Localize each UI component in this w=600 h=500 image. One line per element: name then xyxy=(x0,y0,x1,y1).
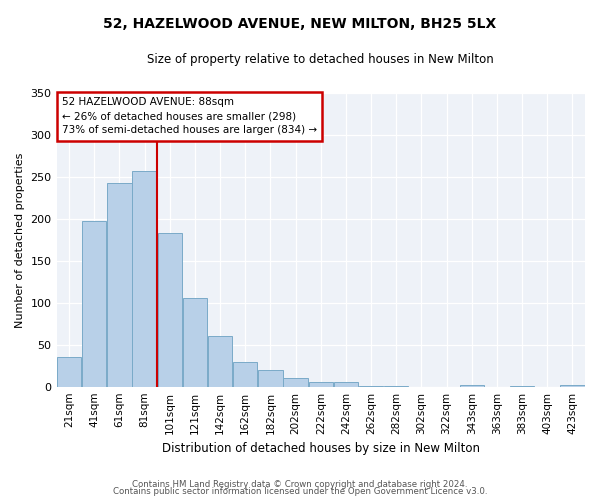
Text: 52 HAZELWOOD AVENUE: 88sqm
← 26% of detached houses are smaller (298)
73% of sem: 52 HAZELWOOD AVENUE: 88sqm ← 26% of deta… xyxy=(62,98,317,136)
Bar xyxy=(308,382,333,386)
Text: 52, HAZELWOOD AVENUE, NEW MILTON, BH25 5LX: 52, HAZELWOOD AVENUE, NEW MILTON, BH25 5… xyxy=(103,18,497,32)
Bar xyxy=(183,298,207,386)
Y-axis label: Number of detached properties: Number of detached properties xyxy=(15,152,25,328)
Bar xyxy=(82,220,106,386)
Title: Size of property relative to detached houses in New Milton: Size of property relative to detached ho… xyxy=(148,52,494,66)
Text: Contains HM Land Registry data © Crown copyright and database right 2024.: Contains HM Land Registry data © Crown c… xyxy=(132,480,468,489)
Bar xyxy=(460,385,484,386)
Bar xyxy=(158,233,182,386)
X-axis label: Distribution of detached houses by size in New Milton: Distribution of detached houses by size … xyxy=(162,442,480,455)
Bar xyxy=(334,382,358,386)
Bar xyxy=(560,385,584,386)
Bar xyxy=(258,370,283,386)
Text: Contains public sector information licensed under the Open Government Licence v3: Contains public sector information licen… xyxy=(113,488,487,496)
Bar xyxy=(283,378,308,386)
Bar xyxy=(57,358,82,386)
Bar xyxy=(233,362,257,386)
Bar xyxy=(107,183,131,386)
Bar xyxy=(208,336,232,386)
Bar xyxy=(133,171,157,386)
